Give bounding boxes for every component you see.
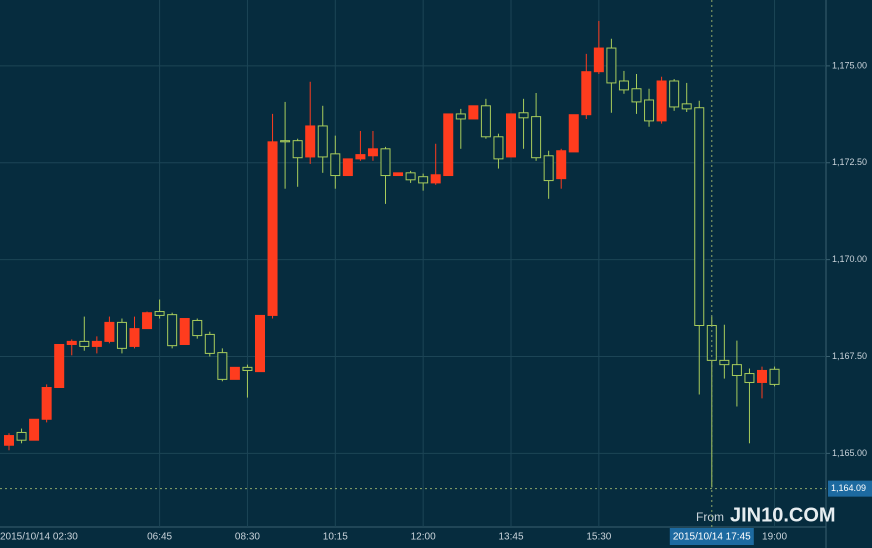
candle-body	[317, 125, 328, 158]
candle-body	[418, 176, 429, 184]
candle-body	[581, 71, 592, 116]
x-tick-label: 15:30	[586, 532, 611, 543]
candle-body	[480, 105, 491, 138]
candle-body	[631, 88, 642, 103]
candle-body	[656, 80, 667, 122]
candle-body	[430, 174, 441, 184]
candle-body	[506, 113, 516, 158]
candle-body	[217, 352, 228, 380]
candle-body	[229, 366, 240, 380]
candle-body	[443, 113, 454, 177]
candle-body	[255, 314, 265, 373]
y-tick-label: 1,175.00	[832, 60, 867, 70]
candle-body	[355, 154, 366, 160]
x-tick-label: 10:15	[323, 532, 348, 543]
candle-body	[694, 107, 705, 326]
candle-body	[330, 153, 341, 177]
y-tick-label: 1,167.50	[832, 351, 867, 361]
last-price-box	[828, 480, 872, 497]
candle-body	[342, 158, 353, 177]
candle-body	[556, 150, 567, 180]
watermark-prefix: From	[696, 510, 724, 524]
candle-body	[4, 435, 14, 446]
candle-body	[543, 155, 554, 182]
candle-body	[305, 125, 316, 158]
candle-body	[41, 387, 52, 420]
candle-body	[129, 328, 140, 347]
candle-body	[731, 364, 742, 376]
candle-body	[518, 112, 529, 119]
candle-body	[393, 172, 404, 177]
candle-body	[644, 99, 655, 122]
candle-body	[29, 418, 40, 441]
candle-body	[192, 319, 203, 337]
candle-body	[493, 136, 504, 160]
x-tick-label: 08:30	[235, 532, 260, 543]
crosshair-box	[669, 528, 754, 545]
candle-body	[54, 343, 65, 388]
candle-body	[204, 333, 215, 354]
candle-body	[769, 368, 780, 385]
x-tick-label: 19:00	[762, 532, 787, 543]
candle-body	[568, 114, 579, 153]
candle-body	[681, 103, 692, 110]
x-tick-label: 13:45	[498, 532, 523, 543]
x-tick-label: 2015/10/14 02:30	[0, 532, 78, 543]
y-tick-label: 1,170.00	[832, 254, 867, 264]
candle-body	[744, 373, 755, 383]
x-tick-label: 12:00	[411, 532, 436, 543]
candle-body	[79, 340, 90, 347]
candle-body	[380, 148, 391, 177]
candle-body	[167, 314, 178, 347]
candle-body	[618, 80, 629, 91]
candle-body	[719, 359, 730, 366]
last-price-label: 1,164.09	[831, 483, 866, 493]
candle-body	[280, 140, 291, 143]
candle-body	[142, 312, 153, 330]
candle-body	[367, 148, 378, 157]
candle-body	[154, 311, 165, 316]
candle-body	[267, 141, 278, 316]
candle-body	[593, 47, 604, 73]
candle-body	[455, 113, 466, 120]
x-tick-label: 06:45	[147, 532, 172, 543]
candle-body	[292, 140, 303, 159]
crosshair-label: 2015/10/14 17:45	[673, 532, 751, 543]
candle-body	[16, 431, 27, 441]
candle-body	[606, 47, 617, 84]
candle-body	[179, 318, 190, 345]
candle-body	[66, 340, 77, 345]
candle-body	[104, 321, 115, 342]
candle-body	[405, 172, 416, 181]
watermark: JIN10.COM	[730, 504, 836, 526]
candle-body	[531, 116, 542, 159]
y-tick-label: 1,165.00	[832, 448, 867, 458]
candle-body	[757, 369, 767, 383]
candle-body	[468, 105, 479, 120]
candle-body	[242, 366, 253, 371]
candle-body	[669, 80, 680, 108]
candle-body	[116, 321, 127, 349]
y-tick-label: 1,172.50	[832, 157, 867, 167]
candle-body	[91, 340, 102, 347]
